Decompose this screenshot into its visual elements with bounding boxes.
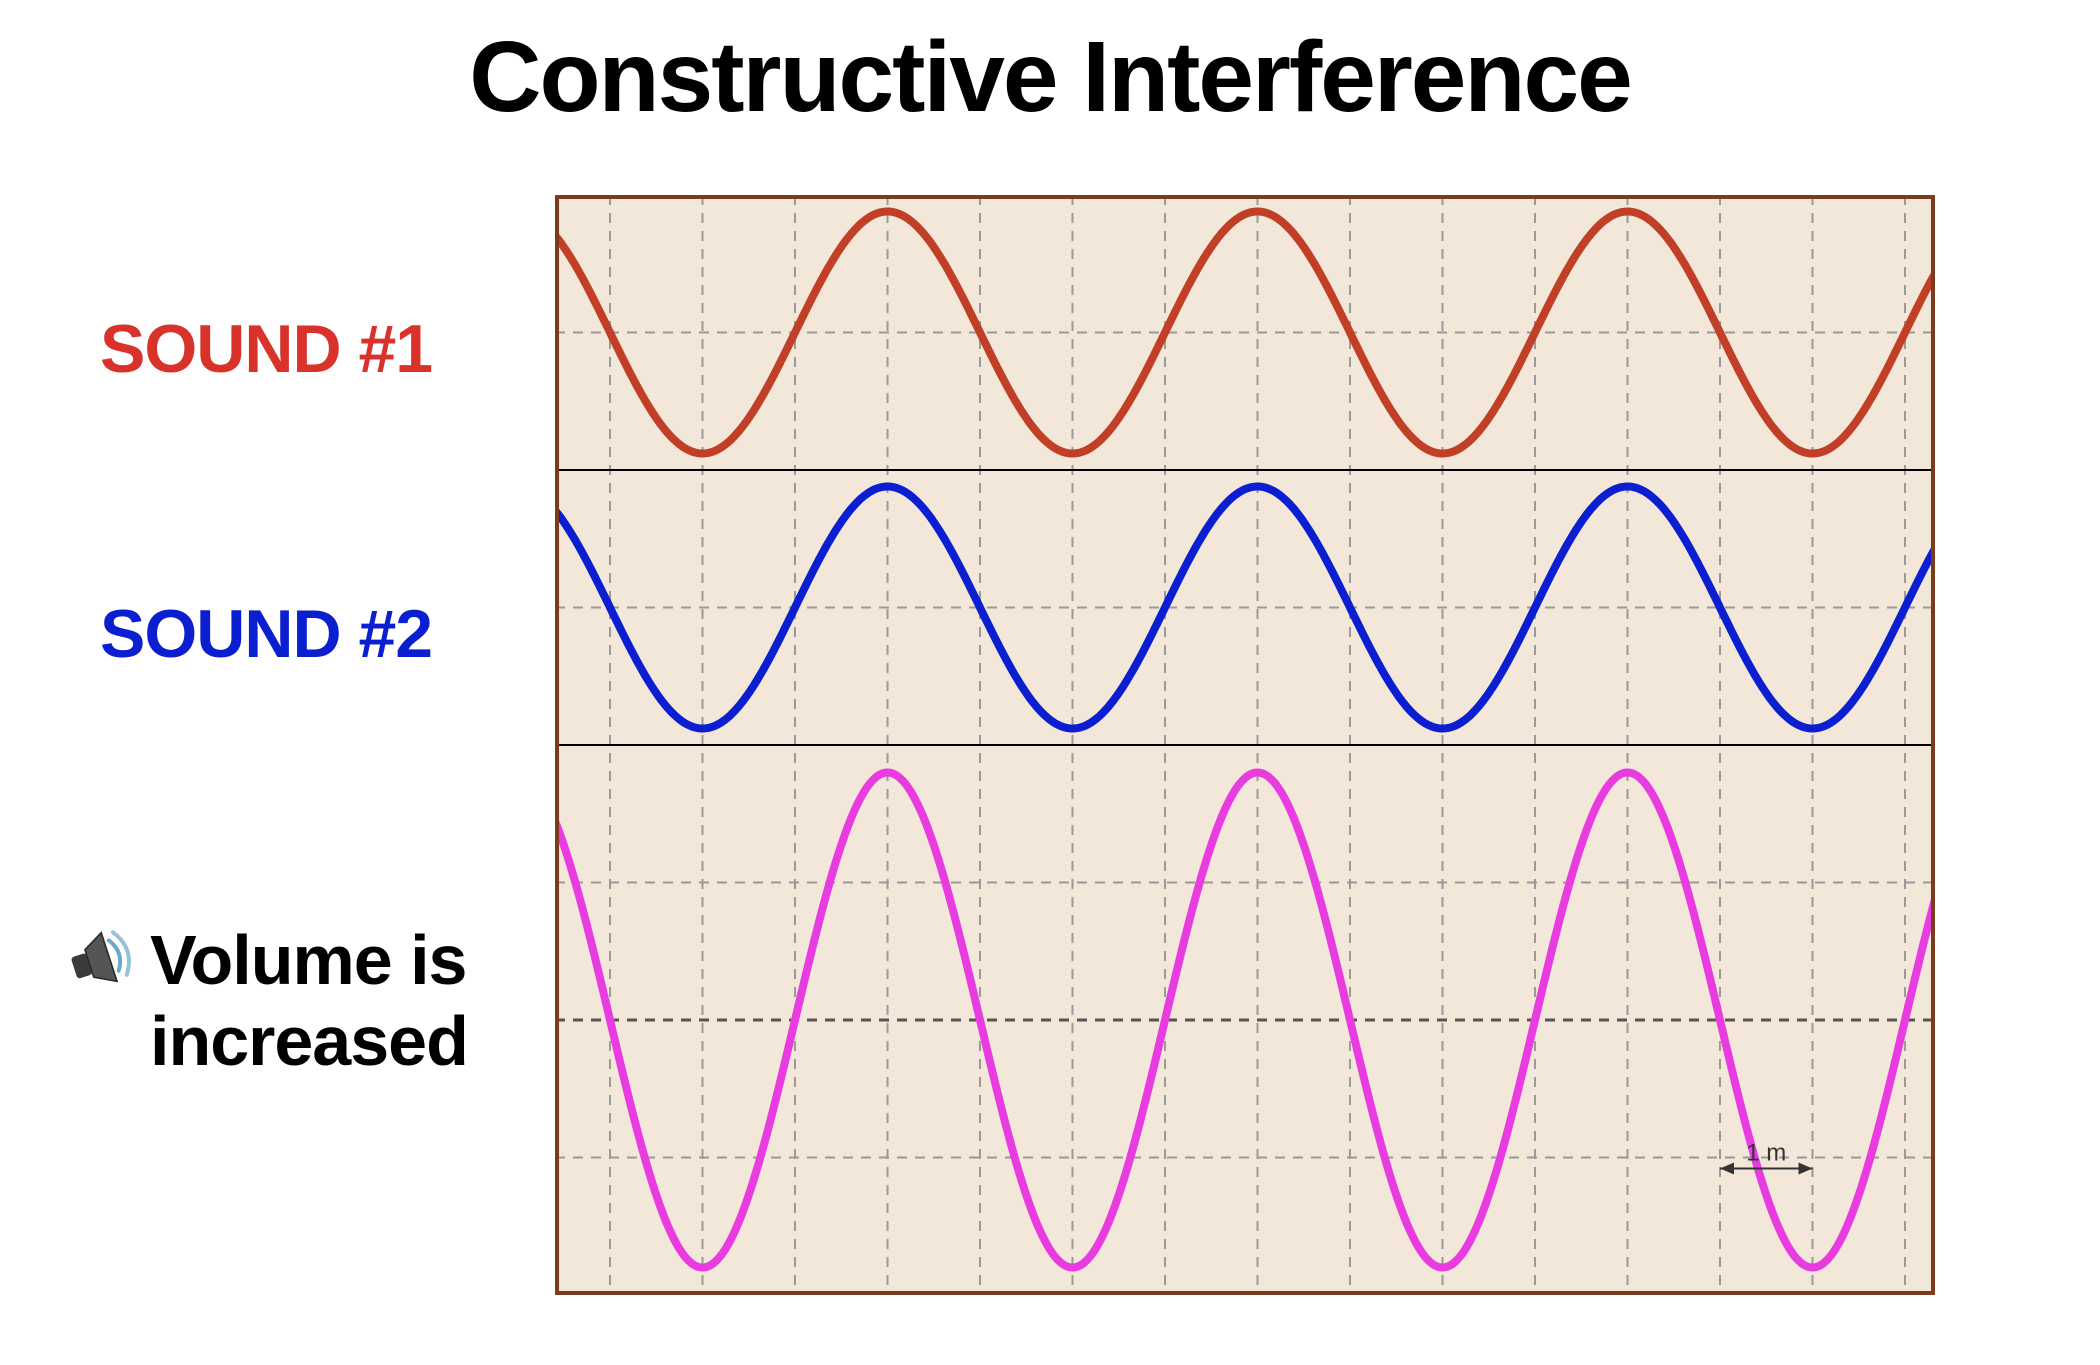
result-line1: Volume is: [150, 921, 466, 999]
wave-chart-svg: 1 m: [555, 195, 1935, 1295]
result-label-text: Volume is increased: [150, 920, 468, 1081]
page-title: Constructive Interference: [0, 20, 2100, 135]
svg-text:1 m: 1 m: [1746, 1140, 1786, 1167]
label-sound-1: SOUND #1: [100, 310, 432, 388]
speaker-icon: [60, 920, 140, 1000]
result-line2: increased: [150, 1002, 468, 1080]
result-label-block: Volume is increased: [60, 920, 468, 1081]
wave-chart: 1 m: [555, 195, 1935, 1295]
label-sound-2: SOUND #2: [100, 595, 432, 673]
